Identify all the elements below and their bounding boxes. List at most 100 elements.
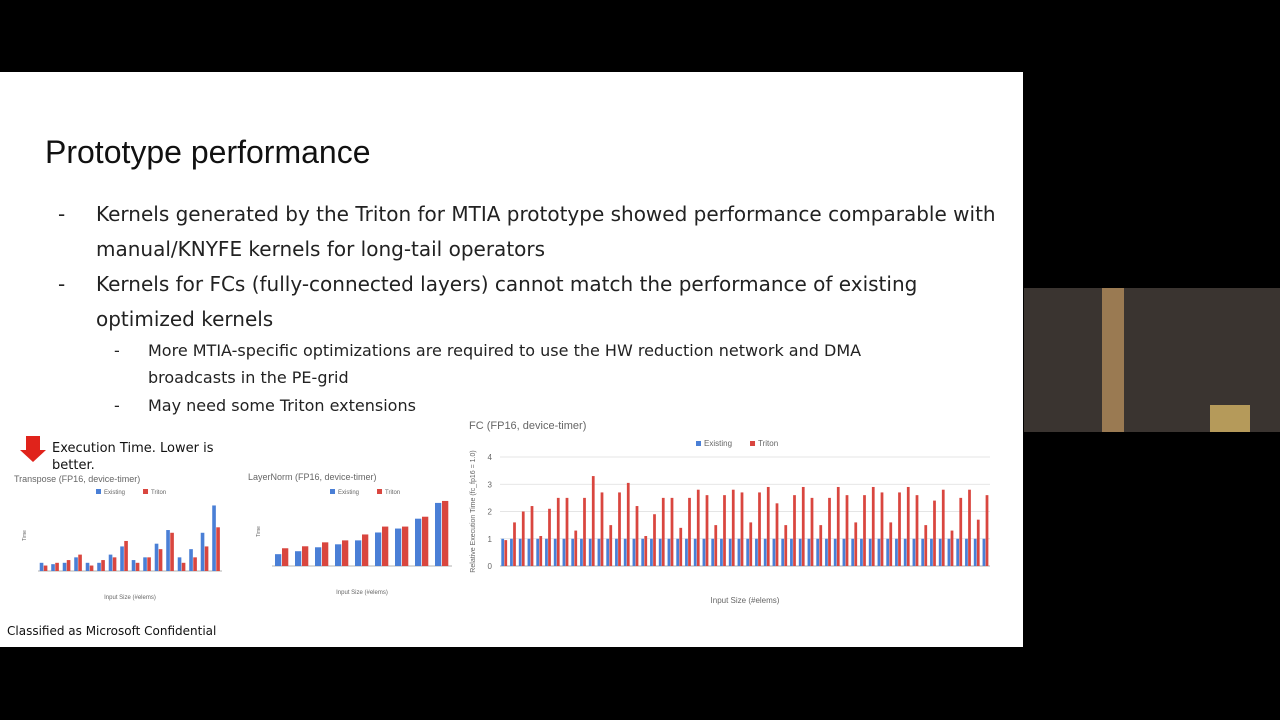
bar bbox=[177, 557, 182, 571]
chart-title: Transpose (FP16, device-timer) bbox=[14, 474, 140, 484]
bullet-dash: - bbox=[114, 341, 120, 360]
bar bbox=[973, 538, 977, 566]
bar bbox=[583, 497, 586, 566]
bar bbox=[606, 538, 610, 566]
bar bbox=[871, 486, 875, 566]
bar bbox=[702, 538, 706, 566]
legend-label: Triton bbox=[385, 490, 400, 496]
bar bbox=[816, 538, 820, 566]
legend-swatch bbox=[696, 441, 701, 446]
x-axis-label: Input Size (#elems) bbox=[711, 596, 780, 605]
bar bbox=[895, 538, 898, 566]
bar bbox=[641, 538, 645, 566]
bar bbox=[746, 538, 750, 566]
bar bbox=[728, 538, 732, 566]
bar bbox=[860, 538, 863, 566]
bar bbox=[798, 538, 802, 566]
bar bbox=[758, 492, 761, 566]
bar bbox=[985, 495, 989, 566]
legend-swatch bbox=[377, 489, 383, 494]
slide-title: Prototype performance bbox=[45, 134, 371, 170]
bar bbox=[609, 525, 613, 566]
bar bbox=[851, 538, 855, 566]
bar bbox=[510, 538, 513, 566]
x-axis-label: Input Size (#elems) bbox=[336, 590, 388, 596]
bullet: - Kernels for FCs (fully-connected layers… bbox=[58, 267, 996, 337]
bar bbox=[632, 538, 636, 566]
bar bbox=[877, 538, 881, 566]
bar bbox=[959, 497, 963, 566]
bar bbox=[435, 502, 442, 566]
bar bbox=[679, 527, 683, 566]
bar bbox=[275, 554, 282, 566]
bar bbox=[950, 530, 954, 566]
bar bbox=[947, 538, 951, 566]
bullet-dash: - bbox=[114, 396, 120, 415]
legend-label: Existing bbox=[338, 490, 359, 496]
bar bbox=[740, 492, 744, 566]
bar bbox=[322, 542, 329, 566]
bar bbox=[886, 538, 890, 566]
bar bbox=[39, 562, 44, 571]
bar bbox=[842, 538, 846, 566]
bar bbox=[720, 538, 723, 566]
bar bbox=[976, 519, 980, 566]
legend-swatch bbox=[330, 489, 335, 494]
bar bbox=[212, 505, 216, 571]
bar bbox=[382, 526, 389, 566]
bar bbox=[204, 546, 209, 571]
bar bbox=[166, 530, 170, 571]
bar bbox=[78, 554, 82, 571]
bar bbox=[553, 538, 557, 566]
y-tick-label: 0 bbox=[488, 562, 493, 571]
bar bbox=[580, 538, 583, 566]
bar bbox=[513, 522, 516, 566]
bar bbox=[766, 486, 770, 566]
bar bbox=[807, 538, 811, 566]
bar bbox=[395, 528, 402, 566]
bar bbox=[898, 492, 901, 566]
legend-swatch bbox=[96, 489, 101, 494]
bar bbox=[650, 538, 653, 566]
y-tick-label: 1 bbox=[488, 535, 493, 544]
bar bbox=[644, 536, 648, 566]
bar bbox=[375, 532, 382, 566]
bar bbox=[793, 495, 796, 566]
legend-label: Triton bbox=[758, 439, 778, 448]
bullet: - More MTIA-specific optimizations are re… bbox=[114, 337, 908, 391]
bar bbox=[154, 543, 159, 571]
legend-label: Triton bbox=[151, 490, 166, 496]
bar bbox=[120, 546, 124, 571]
bar bbox=[355, 540, 362, 566]
bar bbox=[731, 489, 735, 566]
bar bbox=[131, 560, 136, 571]
bar bbox=[342, 540, 349, 566]
y-tick-label: 4 bbox=[488, 453, 493, 462]
bar bbox=[833, 538, 837, 566]
bar bbox=[903, 538, 907, 566]
bar bbox=[565, 497, 569, 566]
bar bbox=[597, 538, 601, 566]
bar bbox=[801, 486, 805, 566]
bar bbox=[819, 525, 823, 566]
bar bbox=[615, 538, 618, 566]
bar bbox=[784, 525, 788, 566]
bar bbox=[548, 508, 551, 566]
note: Execution Time. Lower is better. bbox=[52, 441, 214, 473]
bar bbox=[147, 557, 151, 571]
bullet-text: Kernels generated by the Triton for MTIA… bbox=[96, 202, 996, 261]
bar bbox=[112, 557, 117, 571]
legend-swatch bbox=[750, 441, 756, 446]
bar bbox=[618, 492, 621, 566]
bullet-text: More MTIA-specific optimizations are req… bbox=[148, 341, 862, 387]
bar bbox=[696, 489, 700, 566]
bar bbox=[143, 557, 147, 571]
bar bbox=[828, 497, 831, 566]
bar bbox=[43, 565, 48, 571]
bullet-dash: - bbox=[58, 202, 66, 226]
legend-label: Existing bbox=[704, 439, 732, 448]
bar bbox=[982, 538, 986, 566]
bar bbox=[158, 549, 163, 571]
legend-label: Existing bbox=[104, 490, 125, 496]
bar bbox=[810, 497, 814, 566]
